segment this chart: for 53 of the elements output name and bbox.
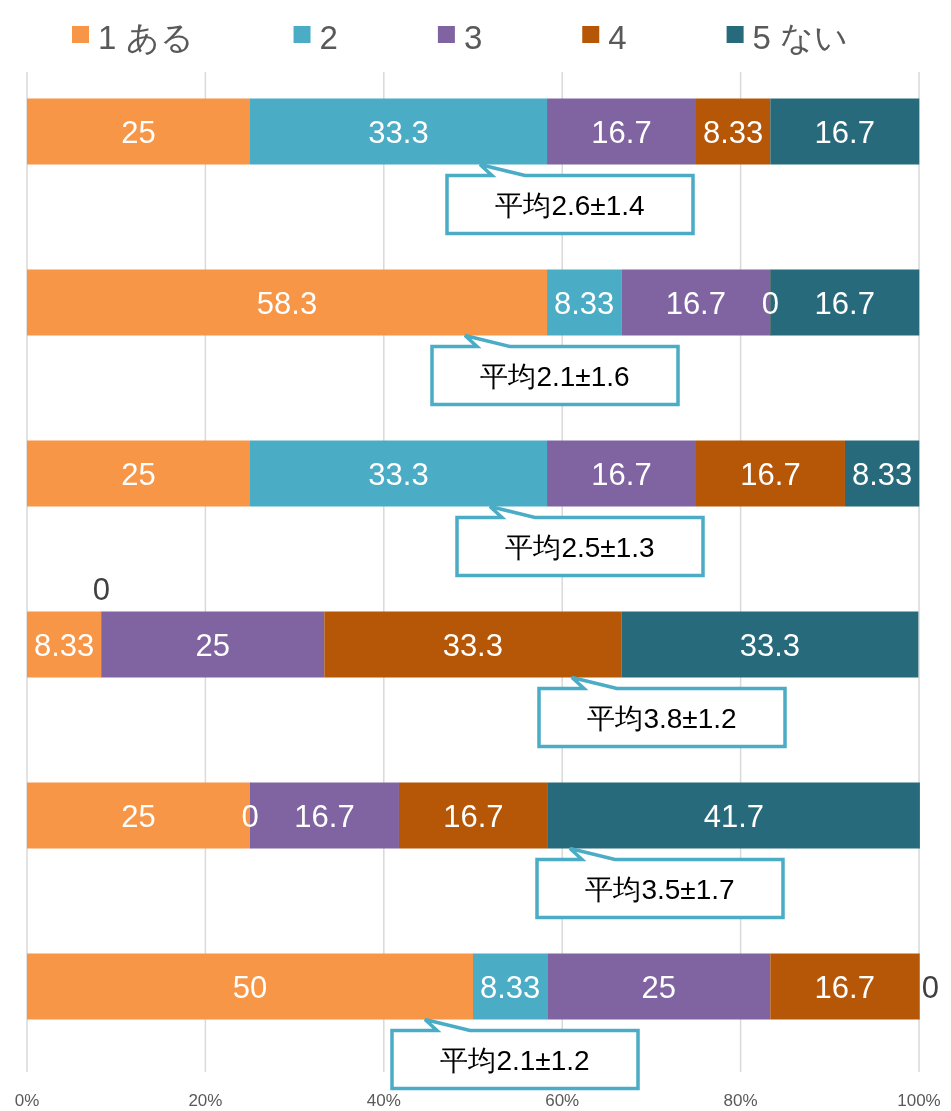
data-label: 50 bbox=[232, 969, 268, 1005]
x-tick-label: 0% bbox=[14, 1091, 40, 1110]
data-label: 16.7 bbox=[814, 114, 875, 150]
data-label: 25 bbox=[195, 627, 231, 663]
callout: 平均2.1±1.6 bbox=[430, 333, 680, 407]
data-label: 0 bbox=[92, 571, 110, 607]
data-label: 33.3 bbox=[442, 627, 503, 663]
legend-label: 5 ない bbox=[752, 19, 849, 56]
data-label: 25 bbox=[121, 456, 156, 492]
data-label: 16.7 bbox=[591, 456, 652, 492]
data-label: 16.7 bbox=[814, 969, 875, 1005]
annotation: 平均2.5±1.3 bbox=[505, 531, 655, 563]
x-tick-label: 20% bbox=[188, 1091, 223, 1110]
annotation: 平均2.1±1.2 bbox=[440, 1044, 590, 1076]
data-label: 25 bbox=[641, 969, 677, 1005]
data-label: 16.7 bbox=[740, 456, 801, 492]
data-label: 16.7 bbox=[443, 798, 504, 834]
data-label: 16.7 bbox=[294, 798, 355, 834]
x-tick-label: 40% bbox=[366, 1091, 401, 1110]
data-label: 25 bbox=[121, 114, 156, 150]
data-label: 41.7 bbox=[703, 798, 765, 834]
data-label: 16.7 bbox=[591, 114, 652, 150]
legend-label: 1 ある bbox=[98, 19, 194, 56]
data-label: 16.7 bbox=[665, 285, 726, 321]
data-label: 8.33 bbox=[554, 285, 615, 321]
callout: 平均3.5±1.7 bbox=[535, 846, 785, 920]
data-label: 58.3 bbox=[256, 285, 318, 321]
data-label: 8.33 bbox=[702, 114, 764, 150]
data-label: 25 bbox=[121, 798, 156, 834]
x-tick-label: 100% bbox=[897, 1091, 941, 1110]
data-label: 0 bbox=[761, 285, 779, 321]
legend-label: 4 bbox=[608, 19, 627, 56]
callout: 平均2.1±1.2 bbox=[390, 1017, 640, 1091]
data-label: 8.33 bbox=[479, 969, 541, 1005]
data-label: 0 bbox=[921, 969, 939, 1005]
callout: 平均2.6±1.4 bbox=[445, 162, 695, 236]
callout: 平均3.8±1.2 bbox=[537, 675, 787, 749]
data-label: 16.7 bbox=[814, 285, 875, 321]
annotation: 平均2.1±1.6 bbox=[480, 360, 630, 392]
annotation: 平均3.8±1.2 bbox=[587, 702, 737, 734]
legend-label: 3 bbox=[463, 19, 483, 56]
annotation: 平均2.6±1.4 bbox=[495, 189, 645, 221]
data-label: 33.3 bbox=[739, 627, 801, 663]
data-label: 33.3 bbox=[368, 456, 429, 492]
callout: 平均2.5±1.3 bbox=[455, 504, 705, 578]
data-label: 8.33 bbox=[33, 627, 95, 663]
annotation: 平均3.5±1.7 bbox=[585, 873, 735, 905]
data-label: 33.3 bbox=[368, 114, 429, 150]
x-tick-label: 60% bbox=[545, 1091, 580, 1110]
data-label: 8.33 bbox=[851, 456, 913, 492]
x-tick-label: 80% bbox=[723, 1091, 758, 1110]
legend-label: 2 bbox=[319, 19, 338, 56]
data-label: 0 bbox=[241, 798, 259, 834]
